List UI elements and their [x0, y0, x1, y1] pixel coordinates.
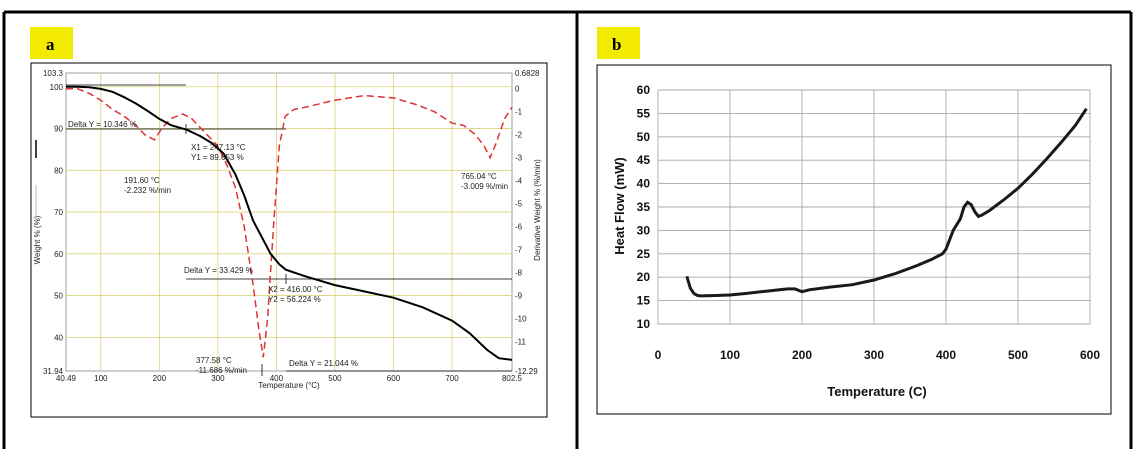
dsc-x-tick-label: 400	[936, 348, 956, 362]
tga-x-tick-label: 40.49	[56, 374, 77, 383]
tga-y-tick-label: 80	[54, 166, 63, 175]
tga-y2-tick-label: -7	[515, 245, 523, 254]
weight-percent-curve	[66, 85, 513, 361]
tga-x-ticks: 40.49 100 200 300 400 500 600 700 802.5	[56, 374, 523, 383]
tga-y2-tick-label: -3	[515, 154, 523, 163]
tga-y2-tick-label: -11	[515, 337, 527, 346]
derivative-weight-curve	[66, 87, 513, 358]
dsc-grid	[657, 89, 1091, 325]
tga-y2-axis-label: Derivative Weight % (%/min)	[533, 159, 542, 261]
tga-y2-tick-label: -5	[515, 200, 523, 209]
tga-y-axis-label: Weight % (%)	[33, 215, 42, 264]
tga-y-tick-label: 31.94	[43, 367, 64, 376]
tga-y-tick-label: 90	[54, 125, 63, 134]
annotation-y1: Y1 = 89.653 %	[191, 153, 244, 162]
panel-a-label: a	[46, 35, 55, 54]
tga-x-tick-label: 500	[328, 374, 342, 383]
tga-x-tick-label: 200	[153, 374, 167, 383]
tga-x-axis-label: Temperature (°C)	[258, 381, 320, 390]
dsc-y-axis-label: Heat Flow (mW)	[612, 157, 627, 255]
dsc-x-tick-label: 600	[1080, 348, 1100, 362]
tga-y2-tick-label: -8	[515, 268, 523, 277]
tga-x-tick-label: 700	[445, 374, 459, 383]
tga-y-tick-label: 100	[50, 83, 64, 92]
tga-y2-tick-label: -6	[515, 223, 523, 232]
tga-y-tick-label: 103.3	[43, 69, 64, 78]
tga-x-tick-label: 802.5	[502, 374, 523, 383]
annotation-x2: X2 = 416.00 °C	[268, 285, 323, 294]
annotation-x1: X1 = 247.13 °C	[191, 143, 246, 152]
dsc-x-tick-label: 300	[864, 348, 884, 362]
tga-y2-tick-label: 0.6828	[515, 69, 540, 78]
dsc-y-tick-label: 35	[637, 200, 651, 214]
dsc-y-tick-label: 50	[637, 130, 651, 144]
tga-plot-area	[65, 72, 513, 372]
annotation-delta-y-3: Delta Y = 21.044 %	[289, 359, 358, 368]
heat-flow-curve	[685, 107, 1088, 298]
dsc-y-tick-label: 30	[637, 223, 651, 237]
tga-y-tick-label: 50	[54, 292, 63, 301]
tga-y2-tick-label: -1	[515, 108, 523, 117]
dsc-y-ticks: 10 15 20 25 30 35 40 45 50 55 60	[637, 83, 651, 331]
tga-y-ticks: 103.3 100 90 80 70 60 50 40 31.94	[43, 69, 64, 376]
annotation-peak3-rate: -3.009 %/min	[461, 182, 508, 191]
annotation-y2: Y2 = 56.224 %	[268, 295, 321, 304]
tga-y2-tick-label: -10	[515, 314, 527, 323]
tga-y-tick-label: 40	[54, 333, 63, 342]
panel-b: b 0 100 200 300 400 500 600 10 15 20 25 30 35 40 45 50…	[596, 27, 1112, 415]
panel-b-label: b	[612, 35, 621, 54]
panel-a: a 40.49 100 200 300 400 500 600 700 802.5 103.31…	[30, 27, 548, 418]
dsc-x-tick-label: 500	[1008, 348, 1028, 362]
tga-y2-tick-label: -2	[515, 131, 523, 140]
dsc-y-tick-label: 55	[637, 106, 651, 120]
tga-x-tick-label: 100	[94, 374, 108, 383]
tga-x-tick-label: 600	[387, 374, 401, 383]
dsc-x-ticks: 0 100 200 300 400 500 600	[655, 348, 1101, 362]
tga-y2-tick-label: -9	[515, 291, 523, 300]
dsc-y-tick-label: 15	[637, 294, 651, 308]
dsc-y-tick-label: 20	[637, 270, 651, 284]
panel-b-label-box	[597, 27, 640, 59]
dsc-y-tick-label: 45	[637, 153, 651, 167]
tga-y-tick-label: 60	[54, 250, 63, 259]
tga-annotation-lines	[66, 84, 512, 376]
tga-x-tick-label: 300	[211, 374, 225, 383]
dsc-chart-frame	[596, 64, 1112, 415]
tga-y2-tick-label: 0	[515, 85, 520, 94]
annotation-delta-y-1: Delta Y = 10.346 %	[68, 120, 137, 129]
annotation-peak2-rate: -11.686 %/min	[196, 366, 247, 375]
tga-y2-tick-label: -12.29	[515, 367, 538, 376]
dsc-x-tick-label: 100	[720, 348, 740, 362]
annotation-delta-y-2: Delta Y = 33.429 %	[184, 266, 253, 275]
tga-y2-ticks: 0.6828 0 -1 -2 -3 -4 -5 -6 -7 -8 -9 -10 -11 -12.29	[515, 69, 540, 376]
panel-a-label-box	[30, 27, 73, 59]
dsc-x-tick-label: 200	[792, 348, 812, 362]
annotation-peak3-temp: 765.04 °C	[461, 172, 497, 181]
dsc-y-tick-label: 10	[637, 317, 651, 331]
tga-x-tick-label: 400	[270, 374, 284, 383]
dsc-x-tick-label: 0	[655, 348, 662, 362]
tga-y-tick-label: 70	[54, 208, 63, 217]
annotation-peak1-temp: 191.60 °C	[124, 176, 160, 185]
annotation-peak2-temp: 377.58 °C	[196, 356, 232, 365]
annotation-peak1-rate: -2.232 %/min	[124, 186, 171, 195]
dsc-y-tick-label: 25	[637, 247, 651, 261]
dsc-y-tick-label: 60	[637, 83, 651, 97]
dsc-x-axis-label: Temperature (C)	[827, 384, 926, 399]
dsc-y-tick-label: 40	[637, 177, 651, 191]
tga-y2-tick-label: -4	[515, 177, 523, 186]
